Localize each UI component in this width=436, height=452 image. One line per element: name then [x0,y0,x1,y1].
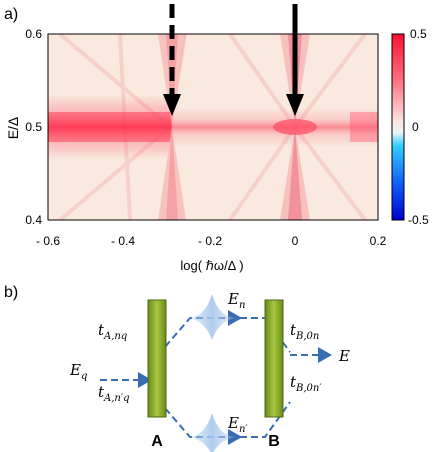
panel-b-label: b) [4,284,18,301]
colorbar [391,33,405,221]
y-tick-0.4: 0.4 [25,213,42,227]
label-E-out: E [338,347,350,365]
label-t-B-0n: tB,0n [290,321,319,342]
y-axis-label: E/Δ [5,117,21,140]
x-tick-0.2: 0.2 [370,234,387,248]
colorbar-tick-zero: 0 [412,120,419,134]
barrier-a [147,299,167,418]
label-t-B-0nprime: tB,0n′ [290,373,322,394]
panel-a-label: a) [4,6,18,23]
x-tick-neg0.2: - 0.2 [198,234,222,248]
y-tick-0.6: 0.6 [25,27,42,41]
barrier-b [264,299,284,418]
barrier-a-label: A [151,433,163,450]
label-t-A-nq: tA,nq [98,321,127,342]
colorbar-tick-min: -0.5 [408,213,429,227]
plot-frame [47,33,379,221]
x-tick-0: 0 [292,234,299,248]
label-E-n: En [227,290,245,311]
fan-top [187,294,237,340]
label-E-nprime: En′ [227,414,248,435]
fan-bottom [187,413,237,452]
x-tick-neg0.4: - 0.4 [111,234,135,248]
barrier-b-label: B [268,433,280,450]
x-axis-label: log( ℏω/Δ ) [180,258,243,273]
y-tick-0.5: 0.5 [25,120,42,134]
heatmap [48,34,378,220]
arrow-solid [286,4,304,116]
arrow-dashed [163,4,181,116]
x-tick-neg0.6: - 0.6 [36,234,60,248]
label-t-A-npq: tA,n′q [98,383,130,404]
colorbar-tick-max: 0.5 [410,27,427,41]
label-E-q: Eq [69,361,87,382]
